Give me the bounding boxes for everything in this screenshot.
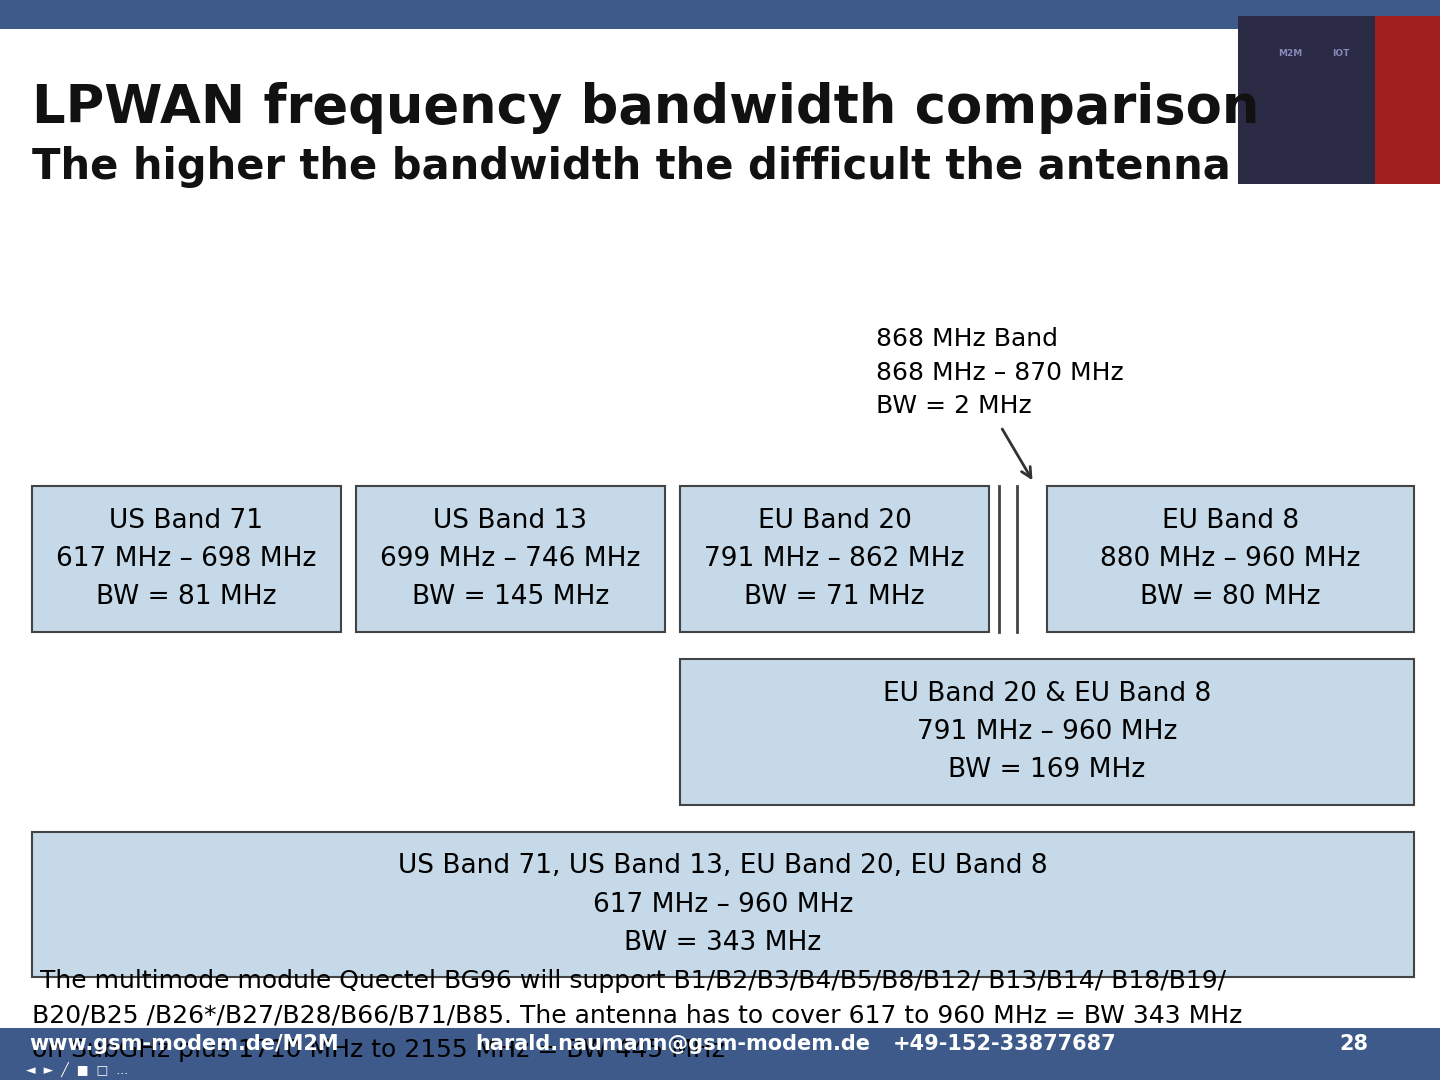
Text: www.gsm-modem.de/M2M: www.gsm-modem.de/M2M [29,1035,338,1054]
Text: M2M: M2M [1279,49,1303,57]
Text: EU Band 20 & EU Band 8
791 MHz – 960 MHz
BW = 169 MHz: EU Band 20 & EU Band 8 791 MHz – 960 MHz… [883,680,1211,783]
Bar [680,486,989,632]
Text: LPWAN frequency bandwidth comparison: LPWAN frequency bandwidth comparison [32,82,1259,134]
Text: ◄  ►  ╱  ■  □  ...: ◄ ► ╱ ■ □ ... [26,1062,128,1077]
Bar [1047,486,1414,632]
Text: harald.naumann@gsm-modem.de: harald.naumann@gsm-modem.de [475,1035,870,1054]
Bar [680,659,1414,805]
Text: 868 MHz Band
868 MHz – 870 MHz
BW = 2 MHz: 868 MHz Band 868 MHz – 870 MHz BW = 2 MH… [876,327,1123,418]
Text: IOT: IOT [1332,49,1349,57]
Text: The multimode module Quectel BG96 will support B1/B2/B3/B4/B5/B8/B12/ B13/B14/ B: The multimode module Quectel BG96 will s… [32,969,1243,1062]
Bar [0,1028,1440,1080]
Bar [356,486,665,632]
Text: US Band 13
699 MHz – 746 MHz
BW = 145 MHz: US Band 13 699 MHz – 746 MHz BW = 145 MH… [380,508,641,610]
Text: US Band 71
617 MHz – 698 MHz
BW = 81 MHz: US Band 71 617 MHz – 698 MHz BW = 81 MHz [56,508,317,610]
Text: 28: 28 [1339,1035,1368,1054]
Text: EU Band 8
880 MHz – 960 MHz
BW = 80 MHz: EU Band 8 880 MHz – 960 MHz BW = 80 MHz [1100,508,1361,610]
Bar [1238,16,1375,184]
Text: +49-152-33877687: +49-152-33877687 [893,1035,1116,1054]
Text: US Band 71, US Band 13, EU Band 20, EU Band 8
617 MHz – 960 MHz
BW = 343 MHz: US Band 71, US Band 13, EU Band 20, EU B… [397,853,1048,956]
Bar [1375,16,1440,184]
Bar [32,832,1414,977]
Text: EU Band 20
791 MHz – 862 MHz
BW = 71 MHz: EU Band 20 791 MHz – 862 MHz BW = 71 MHz [704,508,965,610]
Bar [32,486,341,632]
Bar [0,0,1440,29]
Text: The higher the bandwidth the difficult the antenna: The higher the bandwidth the difficult t… [32,147,1230,188]
